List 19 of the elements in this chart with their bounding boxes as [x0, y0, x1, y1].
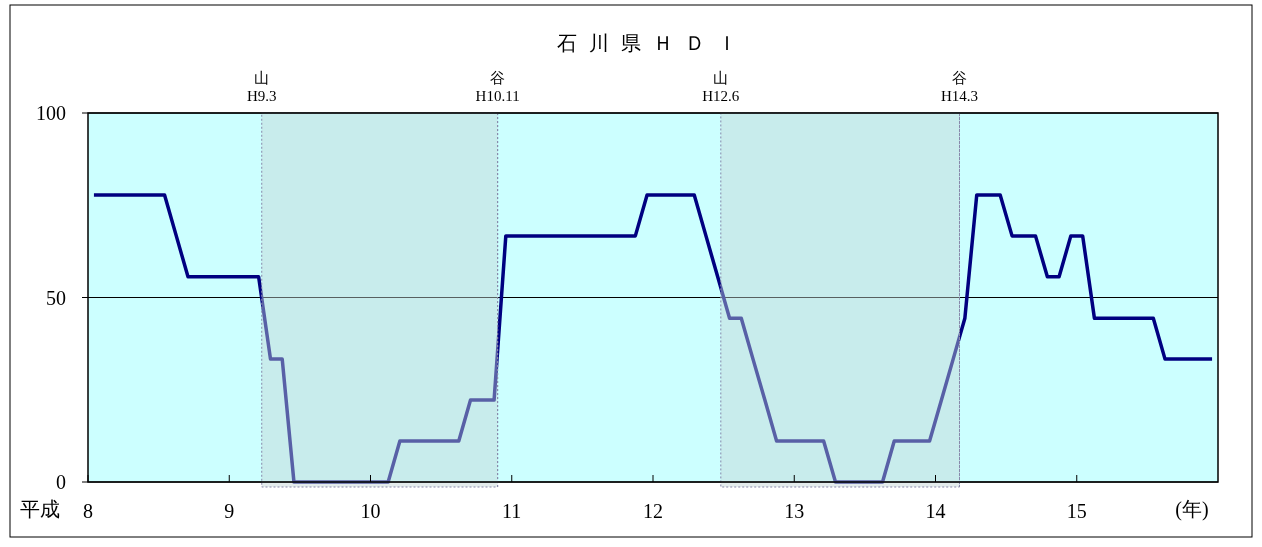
- chart-title: 石川県ＨＤＩ: [557, 32, 749, 54]
- y-tick-label: 100: [36, 102, 66, 124]
- x-tick-label: 10: [360, 500, 381, 522]
- x-tick-label: 14: [925, 500, 946, 522]
- x-tick-label: 11: [502, 500, 522, 522]
- x-tick-label: 12: [643, 500, 663, 522]
- ref-line-label: 谷 H14.3: [940, 70, 979, 104]
- x-axis-title: (年): [1175, 498, 1209, 521]
- x-tick-label: 13: [784, 500, 805, 522]
- x-tick-label: 9: [224, 500, 235, 522]
- y-tick-label: 50: [46, 286, 66, 309]
- x-tick-label: 8: [83, 500, 93, 522]
- text: 平成: [20, 498, 60, 520]
- x-tick-label: 15: [1066, 500, 1087, 522]
- line-series: [92, 193, 1214, 484]
- ref-line-label: 谷 H10.11: [475, 70, 520, 104]
- y-tick-label: 0: [56, 471, 66, 493]
- band-label: 山 H9.3: [246, 70, 277, 104]
- band-label: 山 H12.6: [702, 70, 740, 104]
